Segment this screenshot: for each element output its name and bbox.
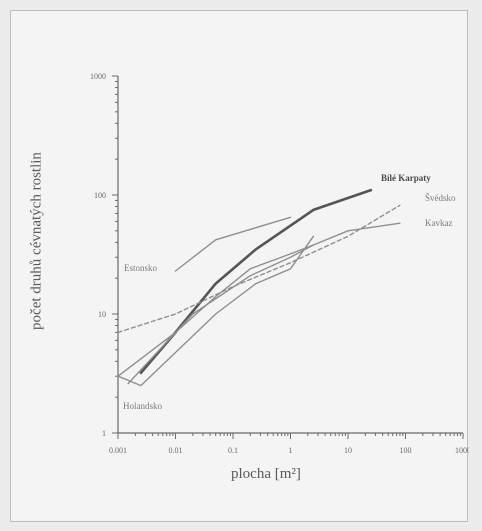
- series-line-unlabeled: [117, 235, 315, 387]
- series-label: Holandsko: [123, 401, 162, 411]
- x-tick-label: 0.001: [109, 446, 127, 455]
- x-tick-label: 100: [400, 446, 412, 455]
- series-line-švédsko: [117, 204, 401, 334]
- y-tick-label: 10: [98, 310, 106, 319]
- y-tick-label: 100: [94, 191, 106, 200]
- axes: 1 10 100 1000 0.001 0.01 0.1 1 10 100 1000: [90, 72, 469, 455]
- chart-plot: 1 10 100 1000 0.001 0.01 0.1 1 10 100 1000 Bílé Ka…: [90, 72, 469, 455]
- y-tick-label: 1: [102, 429, 106, 438]
- x-axis-label: plocha [m²]: [231, 466, 301, 482]
- series-line-bílé-karpaty: [139, 188, 373, 375]
- y-tick-label: 1000: [90, 72, 106, 81]
- x-tick-label: 1000: [455, 446, 469, 455]
- series-label: Švédsko: [425, 193, 456, 203]
- x-tick-label: 1: [289, 446, 293, 455]
- chart-figure: 1 10 100 1000 0.001 0.01 0.1 1 10 100 1000 Bílé Ka…: [10, 10, 469, 522]
- series-labels: Bílé Karpaty Estonsko Švédsko Kavkaz Holands…: [123, 173, 456, 411]
- series-label: Kavkaz: [425, 218, 452, 228]
- series-label: Bílé Karpaty: [381, 173, 431, 183]
- y-axis-label-wrap: počet druhů cévnatých rostlin: [27, 71, 47, 411]
- x-tick-label: 0.01: [169, 446, 183, 455]
- series-lines: [117, 188, 401, 387]
- series-label: Estonsko: [124, 263, 158, 273]
- y-axis-label: počet druhů cévnatých rostlin: [28, 152, 45, 330]
- x-tick-label: 0.1: [228, 446, 238, 455]
- x-tick-label: 10: [344, 446, 352, 455]
- series-line-estonsko: [174, 216, 292, 272]
- series-line-kavkaz: [117, 222, 401, 377]
- series-line-holandsko: [127, 244, 315, 385]
